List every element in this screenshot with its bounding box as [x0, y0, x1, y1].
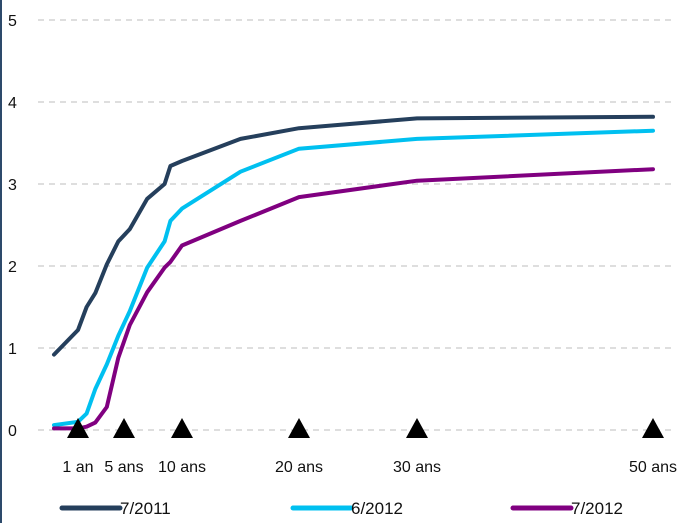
series-line-2 [52, 167, 655, 431]
series-line-0 [52, 114, 655, 357]
x-tick-label: 30 ans [393, 459, 441, 476]
legend-label-1: 6/2012 [351, 499, 403, 518]
x-tick-label: 20 ans [275, 459, 323, 476]
maturity-marker [67, 418, 89, 438]
maturity-marker [288, 418, 310, 438]
maturity-marker [406, 418, 428, 438]
maturity-marker [171, 418, 193, 438]
gridlines [38, 19, 672, 431]
y-tick-label: 0 [8, 423, 17, 440]
y-tick-label: 1 [8, 341, 17, 358]
maturity-marker [113, 418, 135, 438]
series-lines [52, 114, 655, 431]
x-tick-label: 50 ans [629, 459, 677, 476]
y-tick-label: 3 [8, 177, 17, 194]
y-tick-label: 2 [8, 259, 17, 276]
x-axis-markers [67, 418, 664, 438]
series-line-1 [52, 128, 655, 428]
y-axis-ticks: 0 1 2 3 4 5 [8, 13, 17, 440]
y-tick-label: 5 [8, 13, 17, 30]
legend-label-2: 7/2012 [571, 499, 623, 518]
legend-label-0: 7/2011 [120, 499, 171, 518]
maturity-marker [642, 418, 664, 438]
x-tick-label: 1 an [62, 459, 93, 476]
x-axis-ticks: 1 an 5 ans 10 ans 20 ans 30 ans 50 ans [62, 459, 677, 476]
x-tick-label: 10 ans [158, 459, 206, 476]
x-tick-label: 5 ans [104, 459, 143, 476]
y-tick-label: 4 [8, 95, 17, 112]
legend: 7/2011 6/2012 7/2012 [59, 499, 623, 518]
